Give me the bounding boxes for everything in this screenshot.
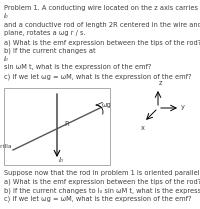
Text: sin ωM t, what is the expression of the emf?: sin ωM t, what is the expression of the … [4, 65, 151, 70]
Text: a) What is the emf expression between the tips of the rod?: a) What is the emf expression between th… [4, 39, 200, 46]
Text: I₀: I₀ [4, 56, 9, 62]
Text: I₀: I₀ [59, 157, 64, 163]
Text: Suppose now that the rod in problem 1 is oriented parallel to the xy plane.: Suppose now that the rod in problem 1 is… [4, 170, 200, 176]
Bar [4, 88, 110, 165]
Text: z: z [159, 80, 162, 86]
Text: and a conductive rod of length 2R centered in the wire and parallel to the yz: and a conductive rod of length 2R center… [4, 22, 200, 28]
Text: x: x [141, 125, 145, 131]
Text: R: R [64, 121, 69, 127]
Text: a) What is the emf expression between the tips of the rod?: a) What is the emf expression between th… [4, 178, 200, 185]
Text: ωg: ωg [102, 102, 112, 108]
Text: y: y [181, 104, 185, 110]
Text: plane, rotates a ωg r / s.: plane, rotates a ωg r / s. [4, 31, 86, 37]
Text: I₀: I₀ [4, 14, 9, 19]
Text: b) If the current changes at: b) If the current changes at [4, 47, 96, 54]
Text: Problem 1. A conducting wire located on the z axis carries a current: Problem 1. A conducting wire located on … [4, 5, 200, 11]
Text: c) If we let ωg = ωM, what is the expression of the emf?: c) If we let ωg = ωM, what is the expres… [4, 195, 192, 202]
Text: varilla: varilla [0, 144, 12, 149]
Text: c) If we let ωg = ωM, what is the expression of the emf?: c) If we let ωg = ωM, what is the expres… [4, 73, 192, 79]
Text: b) If the current changes to I₀ sin ωM t, what is the expression of the emf?: b) If the current changes to I₀ sin ωM t… [4, 187, 200, 194]
